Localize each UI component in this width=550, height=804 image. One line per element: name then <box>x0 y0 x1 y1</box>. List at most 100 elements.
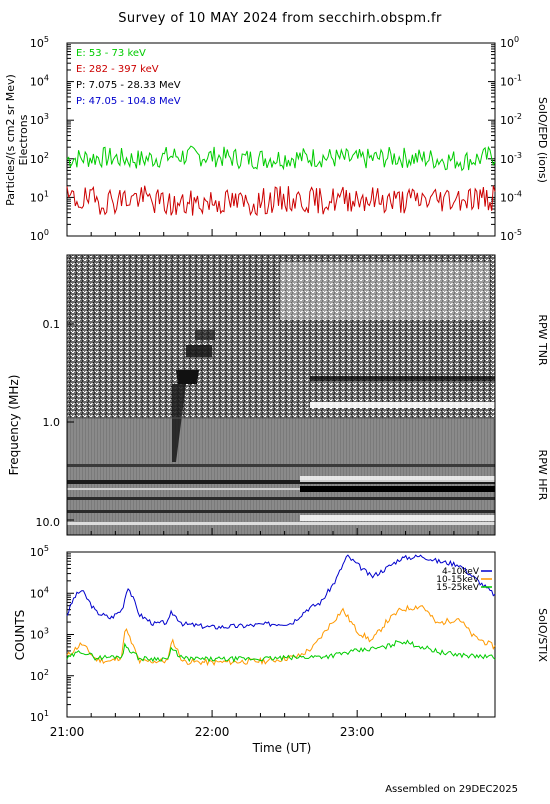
power-tick-label: 10-2 <box>500 112 522 127</box>
tick-base: 10 <box>30 629 44 642</box>
rpw-y-tick-label: 0.1 <box>43 318 61 331</box>
rpw-tnr-label: RPW TNR <box>536 314 549 366</box>
x-tick-label: 21:00 <box>50 725 85 739</box>
stix-plot-frame <box>66 551 496 718</box>
tick-exponent: 3 <box>44 627 49 636</box>
stix-legend-entry: 15-25keV <box>436 583 480 593</box>
power-tick-label: 10-3 <box>500 151 522 166</box>
legend-entry-p1: P: 7.075 - 28.33 MeV <box>76 80 181 91</box>
stix-series <box>66 554 496 667</box>
power-tick-label: 10-5 <box>500 228 522 243</box>
tick-exponent: 5 <box>44 35 49 44</box>
rpw-hfr-label: RPW HFR <box>536 450 549 501</box>
power-tick-label: 104 <box>30 585 49 600</box>
hfr-band <box>67 488 495 490</box>
tick-exponent: 0 <box>44 228 49 237</box>
tick-exponent: -4 <box>514 189 522 198</box>
legend-entry-p2: P: 47.05 - 104.8 MeV <box>76 96 181 107</box>
stix-right-label: SoIO/STIX <box>536 608 549 662</box>
tick-exponent: 2 <box>44 151 49 160</box>
rpw-y-tick-label: 1.0 <box>43 416 61 429</box>
tick-base: 10 <box>30 546 44 559</box>
tick-base: 10 <box>500 37 514 50</box>
tick-base: 10 <box>30 230 44 243</box>
series-line <box>66 185 496 217</box>
epd-right-label: SoIO/EPD (ions) <box>536 97 549 183</box>
tick-exponent: -3 <box>514 151 522 160</box>
tick-base: 10 <box>500 230 514 243</box>
tick-base: 10 <box>500 153 514 166</box>
hfr-band <box>67 497 495 500</box>
x-ticks: 21:00 22:00 23:00 <box>50 229 479 739</box>
tick-base: 10 <box>30 587 44 600</box>
tick-exponent: 4 <box>44 585 49 594</box>
rpw-y-tick-label: 10.0 <box>36 516 61 529</box>
hfr-horizontal-bands <box>67 376 495 525</box>
hfr-band-post-23 <box>300 515 495 521</box>
power-tick-label: 101 <box>30 709 49 724</box>
tick-exponent: 1 <box>44 709 49 718</box>
series-line <box>66 554 496 630</box>
power-tick-label: 102 <box>30 668 49 683</box>
hfr-band <box>67 464 495 467</box>
power-tick-label: 10-1 <box>500 74 522 89</box>
tick-base: 10 <box>30 711 44 724</box>
epd-ylabel: Particles/(s cm2 sr Mev) <box>4 74 17 206</box>
tnr-band-post-23 <box>310 376 495 381</box>
legend-entry-e2: E: 282 - 397 keV <box>76 64 159 75</box>
tick-exponent: -1 <box>514 74 522 83</box>
type-iii-burst-core <box>176 370 199 384</box>
power-tick-label: 104 <box>30 74 49 89</box>
x-tick-label: 23:00 <box>340 725 375 739</box>
tick-base: 10 <box>30 670 44 683</box>
power-tick-label: 103 <box>30 627 49 642</box>
hfr-band <box>67 522 495 525</box>
stix-legend-entry: 10-15keV <box>436 575 480 585</box>
series-line <box>66 639 496 664</box>
type-iii-burst <box>172 330 215 462</box>
power-tick-label: 102 <box>30 151 49 166</box>
tick-exponent: 0 <box>514 35 519 44</box>
type-iii-burst-onset <box>195 330 215 340</box>
tick-base: 10 <box>500 76 514 89</box>
power-tick-label: 105 <box>30 544 49 559</box>
hfr-band-post-23 <box>300 476 495 482</box>
epd-plot-frame <box>66 42 496 237</box>
tick-base: 10 <box>500 191 514 204</box>
tick-base: 10 <box>30 76 44 89</box>
power-tick-label: 10-4 <box>500 189 522 204</box>
tick-base: 10 <box>30 114 44 127</box>
series-line <box>66 145 496 172</box>
hfr-band <box>67 510 495 513</box>
tick-base: 10 <box>30 191 44 204</box>
stix-ylabel: COUNTS <box>13 610 27 661</box>
stix-legend: 4-10keV 10-15keV 15-25keV <box>436 567 492 593</box>
tick-exponent: 3 <box>44 112 49 121</box>
x-tick-label: 22:00 <box>195 725 230 739</box>
tnr-spectrogram <box>67 255 495 418</box>
tick-exponent: 5 <box>44 544 49 553</box>
rpw-plot-frame <box>66 254 496 536</box>
figure-title: Survey of 10 MAY 2024 from secchirh.obsp… <box>118 11 442 26</box>
tick-exponent: 2 <box>44 668 49 677</box>
power-tick-label: 101 <box>30 189 49 204</box>
hfr-band-post-23 <box>300 486 495 492</box>
type-iii-burst-tail <box>172 384 186 462</box>
tick-exponent: 1 <box>44 189 49 198</box>
hfr-band <box>67 480 495 484</box>
tick-exponent: -2 <box>514 112 522 121</box>
power-tick-label: 105 <box>30 35 49 50</box>
tick-base: 10 <box>30 153 44 166</box>
rpw-y-ticks: 0.1 1.0 10.0 <box>36 318 74 529</box>
power-tick-label: 100 <box>30 228 49 243</box>
tnr-bright-region <box>280 262 490 320</box>
epd-series <box>66 145 496 217</box>
tick-exponent: 4 <box>44 74 49 83</box>
rpw-panel: 0.1 1.0 10.0 Frequency (MHz) RPW TNR RPW… <box>7 254 549 536</box>
type-iii-burst-onset <box>186 345 212 357</box>
